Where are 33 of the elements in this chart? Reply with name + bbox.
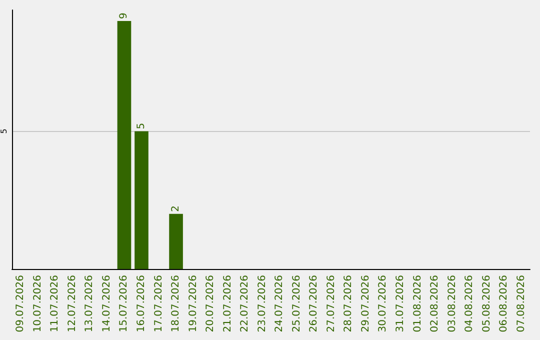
x-tick-label: 01.08.2026 bbox=[412, 275, 424, 332]
x-tick-label: 19.07.2026 bbox=[188, 275, 199, 332]
x-tick-label: 23.07.2026 bbox=[256, 275, 268, 332]
x-tick-label: 18.07.2026 bbox=[170, 275, 182, 332]
x-tick-label: 31.07.2026 bbox=[395, 275, 406, 332]
x-tick-label: 13.07.2026 bbox=[84, 275, 96, 332]
x-tick-label: 03.08.2026 bbox=[446, 275, 458, 332]
x-tick-label: 06.08.2026 bbox=[498, 275, 510, 332]
x-tick-label: 27.07.2026 bbox=[326, 275, 337, 332]
x-tick-label: 25.07.2026 bbox=[291, 275, 302, 332]
x-tick-label: 26.07.2026 bbox=[308, 275, 320, 332]
x-tick-label: 11.07.2026 bbox=[50, 275, 61, 332]
x-tick-label: 29.07.2026 bbox=[360, 275, 372, 332]
x-tick-label: 12.07.2026 bbox=[66, 275, 78, 332]
x-tick-label: 17.07.2026 bbox=[153, 275, 164, 332]
x-tick-label: 05.08.2026 bbox=[481, 275, 492, 332]
x-tick-label: 16.07.2026 bbox=[136, 275, 147, 332]
x-tick-label: 15.07.2026 bbox=[118, 275, 130, 332]
x-tick-label: 28.07.2026 bbox=[343, 275, 354, 332]
x-tick-label: 10.07.2026 bbox=[32, 275, 44, 332]
x-tick-label: 22.07.2026 bbox=[240, 275, 251, 332]
x-tick-label: 09.07.2026 bbox=[15, 275, 26, 332]
x-tick-label: 04.08.2026 bbox=[464, 275, 476, 332]
x-tick-label: 21.07.2026 bbox=[222, 275, 234, 332]
x-tick-label: 24.07.2026 bbox=[274, 275, 286, 332]
x-tick-label: 07.08.2026 bbox=[516, 275, 527, 332]
data-label: 2 bbox=[170, 206, 182, 212]
x-tick-label: 14.07.2026 bbox=[101, 275, 112, 332]
x-tick-label: 02.08.2026 bbox=[430, 275, 441, 332]
x-tick-label: 20.07.2026 bbox=[205, 275, 216, 332]
data-label: 5 bbox=[136, 122, 147, 130]
x-tick-label: 30.07.2026 bbox=[378, 275, 389, 332]
data-label: 9 bbox=[118, 12, 130, 20]
